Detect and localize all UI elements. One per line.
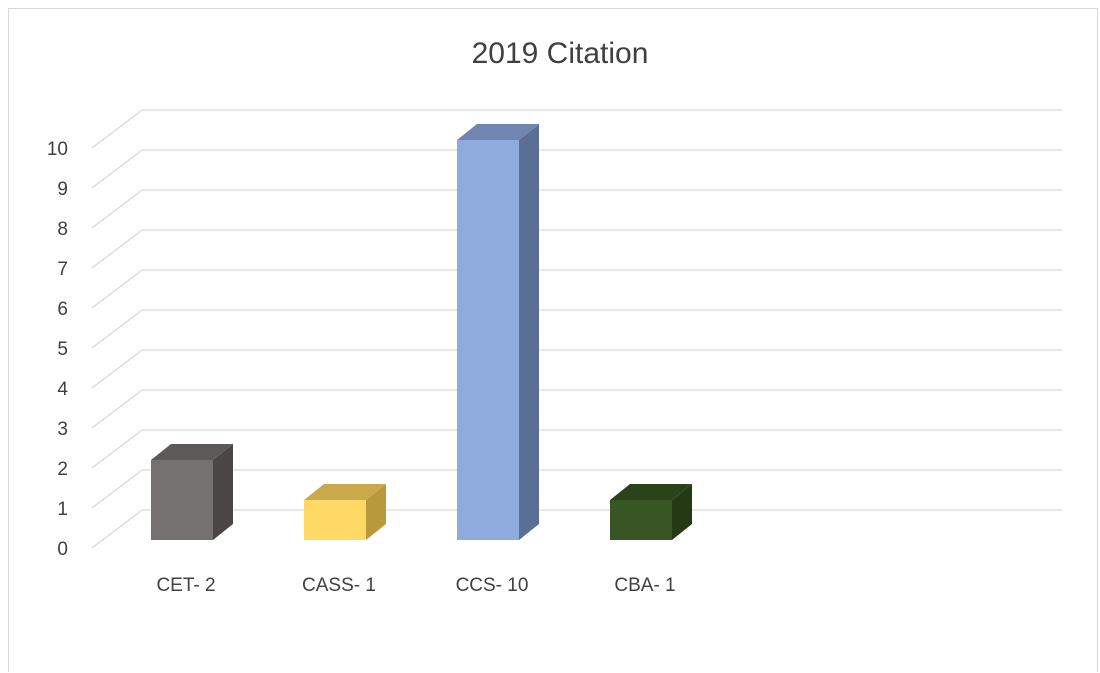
x-axis-labels: CET- 2 CASS- 1 CCS- 10 CBA- 1 <box>156 575 675 596</box>
x-category-label: CBA- 1 <box>614 575 675 596</box>
y-tick-label: 1 <box>57 499 68 520</box>
bar-cass1 <box>304 484 386 540</box>
bar-front <box>151 460 213 540</box>
y-tick-label: 7 <box>57 259 68 280</box>
bar-side <box>213 444 233 540</box>
bar-cet2 <box>151 444 233 540</box>
chart-grid <box>91 109 1062 549</box>
bar-cba1 <box>610 484 692 540</box>
gridline-depth <box>91 349 143 389</box>
bar-ccs10 <box>457 124 539 540</box>
x-category-label: CET- 2 <box>156 575 215 596</box>
y-tick-label: 2 <box>57 459 68 480</box>
bar-front <box>304 500 366 540</box>
y-tick-label: 9 <box>57 179 68 200</box>
x-category-label: CASS- 1 <box>302 575 376 596</box>
bar-top <box>151 444 233 460</box>
bar-side <box>672 484 692 540</box>
y-tick-label: 0 <box>57 539 68 560</box>
y-tick-label: 3 <box>57 419 68 440</box>
y-tick-label: 8 <box>57 219 68 240</box>
x-category-label: CCS- 10 <box>456 575 529 596</box>
gridline-depth <box>91 389 143 429</box>
bar-side <box>519 124 539 540</box>
gridline-depth <box>91 109 143 149</box>
gridline-depth <box>91 269 143 309</box>
bar-top <box>304 484 386 500</box>
bar-top <box>610 484 692 500</box>
chart-bars <box>151 124 692 540</box>
gridline-depth <box>91 229 143 269</box>
bar-top <box>457 124 539 140</box>
gridline-depth <box>91 509 143 549</box>
chart-title: 2019 Citation <box>472 37 649 70</box>
gridline-depth <box>91 469 143 509</box>
y-tick-label: 10 <box>47 139 68 160</box>
bar-side <box>366 484 386 540</box>
y-tick-label: 6 <box>57 299 68 320</box>
y-axis-ticks: 0 1 2 3 4 5 6 7 8 9 10 <box>47 139 69 560</box>
bar-front <box>457 140 519 540</box>
y-tick-label: 5 <box>57 339 68 360</box>
chart-frame <box>8 8 1098 672</box>
gridline-depth <box>91 309 143 349</box>
gridline-depth <box>91 429 143 469</box>
y-tick-label: 4 <box>57 379 68 400</box>
gridline-depth <box>91 189 143 229</box>
gridline-depth <box>91 149 143 189</box>
bar-front <box>610 500 672 540</box>
